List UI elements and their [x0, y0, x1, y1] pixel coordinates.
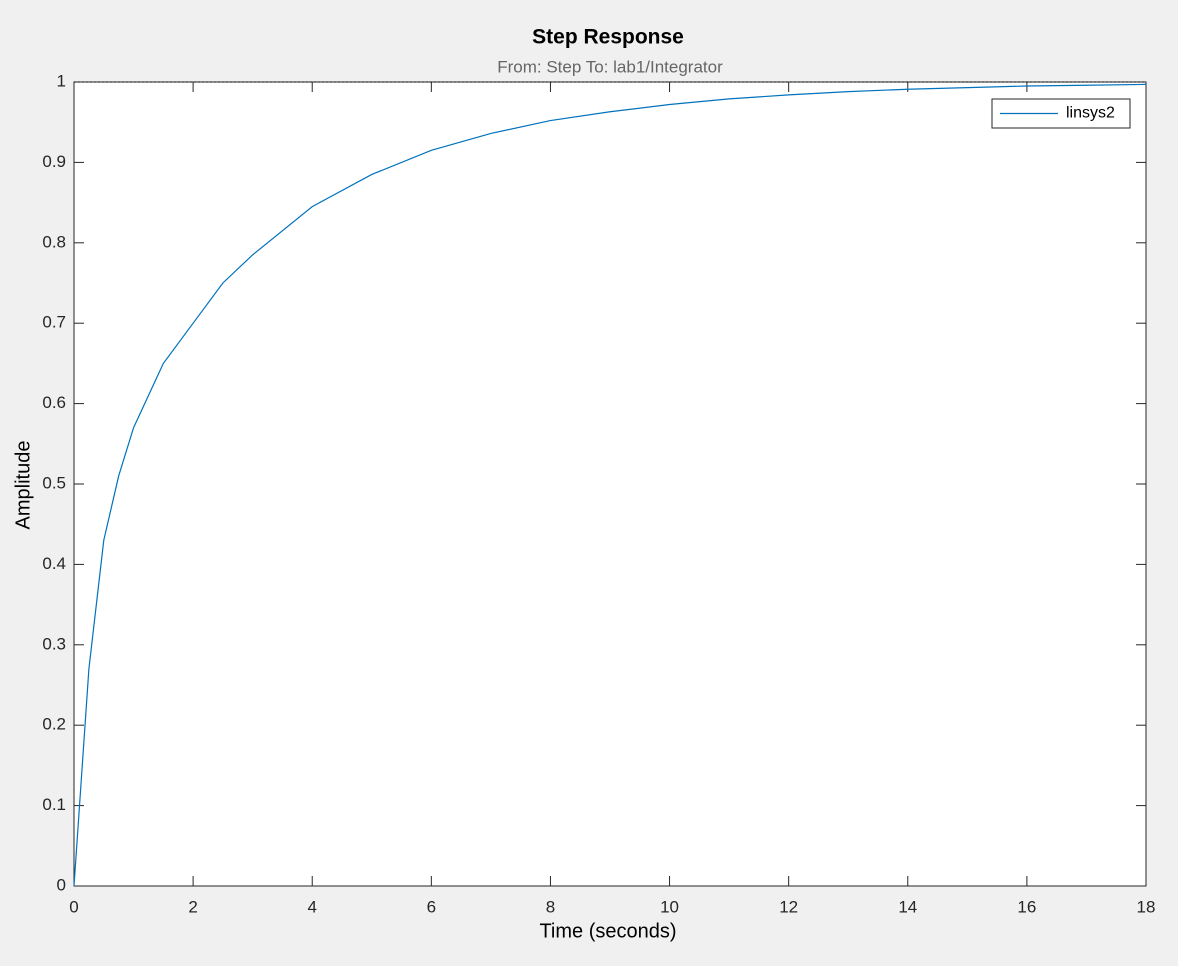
chart-subtitle: From: Step To: lab1/Integrator	[497, 57, 723, 76]
y-tick-label: 0.7	[42, 313, 66, 332]
x-tick-label: 8	[546, 897, 555, 916]
y-tick-label: 0.3	[42, 634, 66, 653]
y-tick-label: 0.5	[42, 473, 66, 492]
x-tick-label: 0	[69, 897, 78, 916]
y-tick-label: 0.9	[42, 152, 66, 171]
y-tick-label: 0	[57, 875, 66, 894]
y-tick-label: 1	[57, 71, 66, 90]
x-tick-label: 16	[1017, 897, 1036, 916]
y-tick-label: 0.4	[42, 554, 66, 573]
x-tick-label: 4	[307, 897, 316, 916]
x-tick-label: 10	[660, 897, 679, 916]
legend-label: linsys2	[1066, 105, 1115, 122]
x-axis-label: Time (seconds)	[539, 920, 676, 942]
x-tick-label: 6	[427, 897, 436, 916]
x-tick-label: 14	[898, 897, 917, 916]
x-tick-label: 18	[1137, 897, 1156, 916]
y-tick-label: 0.8	[42, 232, 66, 251]
line-series	[73, 83, 1147, 887]
x-tick-label: 2	[188, 897, 197, 916]
chart-title: Step Response	[532, 26, 684, 49]
y-tick-label: 0.2	[42, 715, 66, 734]
y-tick-label: 0.6	[42, 393, 66, 412]
y-tick-label: 0.1	[42, 795, 66, 814]
plot-area	[74, 82, 1146, 886]
y-axis-label: Amplitude	[12, 441, 34, 530]
x-tick-label: 12	[779, 897, 798, 916]
